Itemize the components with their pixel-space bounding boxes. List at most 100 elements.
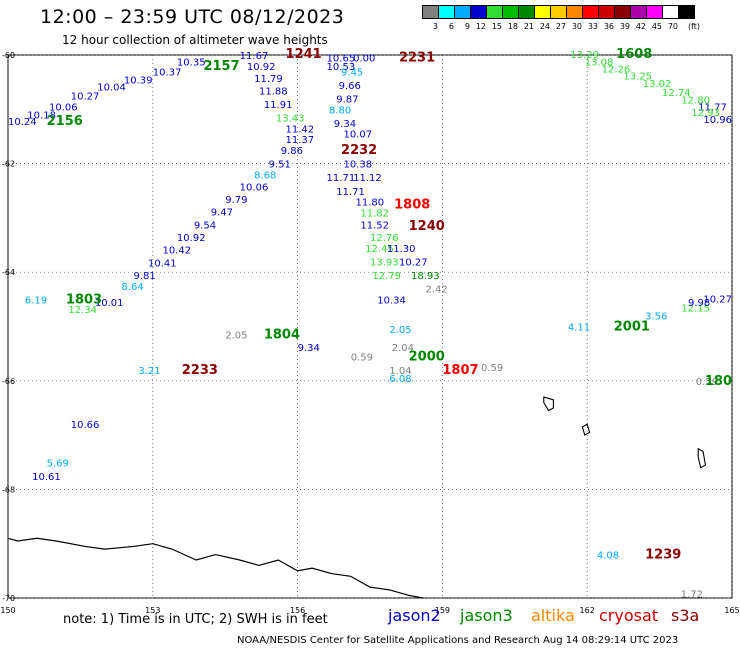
lat-tick-label: -62 <box>2 160 15 169</box>
wave-height-color-scale: 3 6 9 12 15 18 21 24 27 30 33 36 39 42 45 70 (ft) <box>422 5 700 31</box>
scale-label: 12 <box>475 22 486 31</box>
wave-height-label: 12.45 <box>365 244 394 255</box>
scale-label: 39 <box>619 22 630 31</box>
wave-height-label: 10.04 <box>97 82 126 93</box>
pass-time-label: 1803 <box>66 292 102 307</box>
wave-height-label: 8.64 <box>121 282 143 293</box>
scale-label: 21 <box>523 22 534 31</box>
wave-height-label: 10.61 <box>32 472 61 483</box>
wave-height-label: 9.66 <box>339 81 361 92</box>
wave-height-label: 12.79 <box>372 271 401 282</box>
scale-swatch <box>630 5 647 19</box>
wave-height-label: 9.47 <box>211 207 233 218</box>
antarctic-coastline <box>7 537 424 599</box>
wave-height-label: 11.80 <box>356 198 385 209</box>
wave-height-label: 12.34 <box>68 305 97 316</box>
scale-label: 15 <box>491 22 502 31</box>
wave-height-label: 0.00 <box>353 54 375 65</box>
wave-height-label: 10.27 <box>399 257 428 268</box>
scale-label: 6 <box>448 22 454 31</box>
scale-label: 42 <box>635 22 646 31</box>
wave-height-label: 9.54 <box>194 220 216 231</box>
wave-height-label: 9.87 <box>336 94 358 105</box>
pass-time-label: 2000 <box>409 349 445 364</box>
scale-label: 30 <box>571 22 582 31</box>
satellite-legend-item: altika <box>531 606 575 625</box>
footnote: note: 1) Time is in UTC; 2) SWH is in fe… <box>63 612 328 627</box>
scale-swatch <box>566 5 583 19</box>
wave-height-label: 3.21 <box>138 366 160 377</box>
pass-time-label: 2156 <box>47 114 83 129</box>
wave-height-label: 10.24 <box>8 117 37 128</box>
scale-swatch <box>486 5 503 19</box>
wave-height-label: 11.67 <box>240 51 269 62</box>
wave-height-label: 10.06 <box>49 103 78 114</box>
lat-tick-label: -70 <box>2 594 15 603</box>
pass-time-label: 1240 <box>409 219 445 234</box>
scale-swatch <box>550 5 567 19</box>
scale-label: 24 <box>539 22 550 31</box>
wave-height-label: 10.37 <box>153 67 182 78</box>
wave-height-label: 10.65 <box>327 54 356 65</box>
wave-height-label: 10.66 <box>71 420 100 431</box>
wave-height-label: 11.71 <box>336 187 365 198</box>
scale-swatch <box>534 5 551 19</box>
wave-height-label: 9.34 <box>334 119 356 130</box>
pass-time-label: 1241 <box>286 47 322 62</box>
scale-swatch <box>470 5 487 19</box>
wave-height-label: 11.30 <box>387 244 416 255</box>
wave-height-label: 11.71 <box>327 173 356 184</box>
wave-height-label: 8.68 <box>254 170 276 181</box>
wave-height-label: 3.56 <box>645 312 667 323</box>
pass-time-label: 2233 <box>182 363 218 378</box>
wave-height-label: 2.04 <box>392 343 414 354</box>
wave-height-label: 9.34 <box>298 343 320 354</box>
scale-label: 9 <box>464 22 470 31</box>
wave-height-label: 9.81 <box>133 271 155 282</box>
lat-tick-label: -64 <box>2 268 15 277</box>
wave-height-label: 9.79 <box>225 195 247 206</box>
wave-height-label: 9.98 <box>688 298 710 309</box>
scale-label: 27 <box>555 22 566 31</box>
wave-height-label: 10.27 <box>71 92 100 103</box>
wave-height-label: 10.06 <box>240 182 269 193</box>
wave-height-label: 13.08 <box>585 58 614 69</box>
wave-height-label: 10.96 <box>703 115 732 126</box>
pass-time-label: 1804 <box>264 328 300 343</box>
wave-height-label: 11.52 <box>360 220 389 231</box>
lon-tick-label: 153 <box>145 606 160 615</box>
wave-height-label: 12.26 <box>602 65 631 76</box>
island-outline <box>581 423 591 436</box>
pass-time-label: 1608 <box>616 47 652 62</box>
wave-height-label: 10.38 <box>343 160 372 171</box>
pass-time-label: 1807 <box>442 363 478 378</box>
scale-swatch <box>598 5 615 19</box>
scale-swatch <box>662 5 679 19</box>
wave-height-label: 12.76 <box>370 233 399 244</box>
wave-height-label: 10.41 <box>148 258 177 269</box>
scale-label: 36 <box>603 22 614 31</box>
wave-height-label: 10.42 <box>162 245 191 256</box>
page-subtitle: 12 hour collection of altimeter wave hei… <box>62 33 328 47</box>
wave-height-label: 9.86 <box>281 146 303 157</box>
pass-time-label: 2001 <box>614 320 650 335</box>
pass-time-label: 180 <box>705 374 732 389</box>
wave-height-label: 11.91 <box>264 100 293 111</box>
wave-height-label: 4.11 <box>568 323 590 334</box>
wave-height-label: 10.92 <box>247 62 276 73</box>
wave-height-label: 12.80 <box>681 96 710 107</box>
wave-height-label: 1.04 <box>389 366 411 377</box>
lat-tick-label: -60 <box>2 51 15 60</box>
wave-height-label: 11.88 <box>259 86 288 97</box>
scale-swatch <box>422 5 439 19</box>
scale-swatch <box>518 5 535 19</box>
satellite-legend-item: jason2 <box>388 606 441 625</box>
pass-time-label: 2157 <box>203 59 239 74</box>
wave-height-label: 9.51 <box>269 160 291 171</box>
satellite-legend-item: cryosat <box>599 606 659 625</box>
island-outline <box>697 447 707 469</box>
pass-time-label: 1808 <box>394 197 430 212</box>
wave-height-label: 10.53 <box>327 62 356 73</box>
lat-tick-label: -68 <box>2 485 15 494</box>
